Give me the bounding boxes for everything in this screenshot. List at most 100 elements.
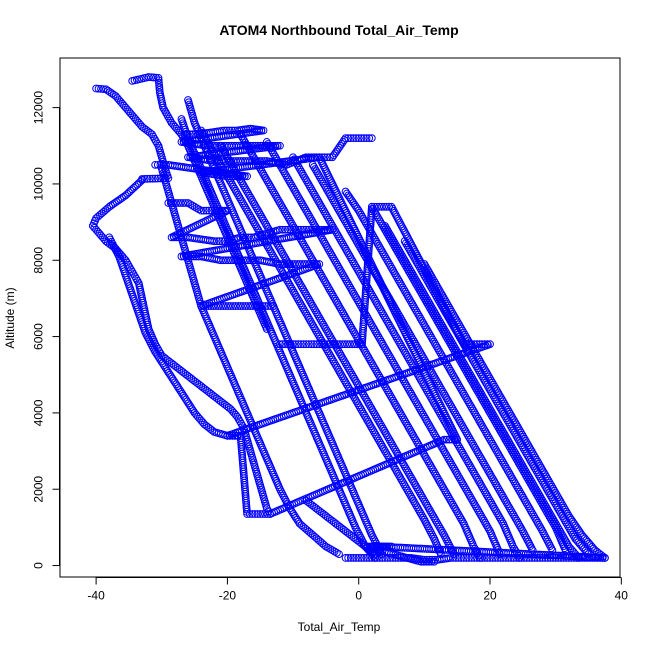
data-point — [402, 484, 411, 493]
data-point — [456, 513, 465, 522]
data-point — [512, 516, 521, 525]
data-point — [317, 203, 326, 212]
data-point — [343, 362, 352, 371]
data-point — [383, 226, 392, 234]
data-point — [295, 279, 304, 288]
data-point — [277, 201, 286, 210]
data-point — [105, 88, 114, 96]
data-point — [546, 511, 555, 520]
data-point — [427, 463, 436, 472]
data-point — [449, 500, 457, 509]
data-point — [292, 513, 300, 522]
data-point — [426, 423, 435, 432]
data-point — [284, 175, 293, 184]
data-point — [274, 197, 283, 205]
data-point — [470, 378, 479, 386]
data-point — [483, 431, 492, 440]
data-point — [508, 444, 517, 453]
data-point — [560, 534, 568, 543]
data-point — [390, 443, 398, 452]
data-point — [486, 496, 494, 505]
data-point — [441, 450, 450, 459]
data-point — [286, 262, 294, 271]
data-point — [487, 437, 496, 446]
data-point — [413, 438, 422, 447]
data-point — [401, 348, 410, 357]
data-point — [304, 293, 312, 302]
data-point — [391, 401, 400, 409]
data-point — [366, 422, 375, 430]
data-point — [483, 464, 491, 473]
data-point — [386, 437, 395, 446]
data-point — [436, 383, 445, 392]
data-point — [384, 319, 393, 328]
data-point — [361, 393, 370, 402]
data-point — [562, 538, 571, 547]
series-track — [105, 233, 242, 440]
data-point — [335, 234, 344, 243]
data-point — [243, 207, 252, 216]
data-point — [476, 419, 485, 427]
data-point — [345, 366, 354, 375]
data-point — [439, 484, 448, 493]
data-point — [364, 353, 373, 361]
data-point — [161, 363, 169, 372]
data-point — [427, 303, 436, 311]
data-point — [490, 505, 499, 513]
data-point — [312, 308, 321, 317]
data-point — [480, 516, 488, 525]
data-point — [377, 246, 386, 255]
data-point — [480, 460, 489, 469]
data-point — [435, 381, 444, 390]
data-point — [182, 395, 190, 404]
data-point — [354, 401, 363, 410]
y-tick-label: 8000 — [32, 247, 46, 274]
data-point — [426, 331, 435, 340]
data-point — [447, 498, 456, 507]
data-point — [170, 378, 179, 387]
data-point — [324, 349, 333, 358]
data-point — [320, 237, 328, 246]
data-point — [418, 408, 426, 417]
data-point — [353, 379, 361, 387]
data-point — [441, 488, 450, 497]
data-point — [469, 376, 478, 384]
data-point — [322, 242, 331, 250]
data-point — [321, 183, 330, 192]
data-point — [467, 494, 475, 502]
data-point — [429, 512, 438, 521]
data-point — [464, 398, 473, 407]
data-point — [376, 335, 385, 344]
data-point — [430, 514, 439, 523]
data-point — [246, 211, 254, 220]
data-point — [290, 512, 299, 520]
data-point — [390, 238, 399, 247]
data-point — [359, 215, 368, 223]
data-point — [435, 478, 444, 486]
data-point — [332, 361, 340, 370]
data-point — [330, 294, 339, 303]
data-point — [388, 326, 397, 334]
data-point — [483, 492, 492, 501]
data-point — [344, 317, 352, 326]
data-point — [323, 185, 331, 194]
data-point — [495, 421, 504, 430]
data-point — [387, 324, 395, 332]
data-point — [458, 387, 467, 396]
data-point — [375, 418, 384, 427]
data-point — [464, 431, 472, 440]
data-point — [304, 180, 313, 189]
data-point — [278, 203, 287, 212]
data-point — [430, 429, 438, 438]
data-point — [403, 466, 411, 475]
data-point — [395, 472, 404, 480]
data-point — [396, 409, 405, 418]
data-point — [410, 479, 419, 487]
data-point — [406, 296, 414, 305]
data-point — [427, 333, 436, 342]
data-point — [279, 205, 288, 214]
data-point — [394, 336, 403, 345]
data-point — [286, 282, 295, 291]
data-point — [151, 347, 160, 356]
data-point — [104, 86, 112, 95]
